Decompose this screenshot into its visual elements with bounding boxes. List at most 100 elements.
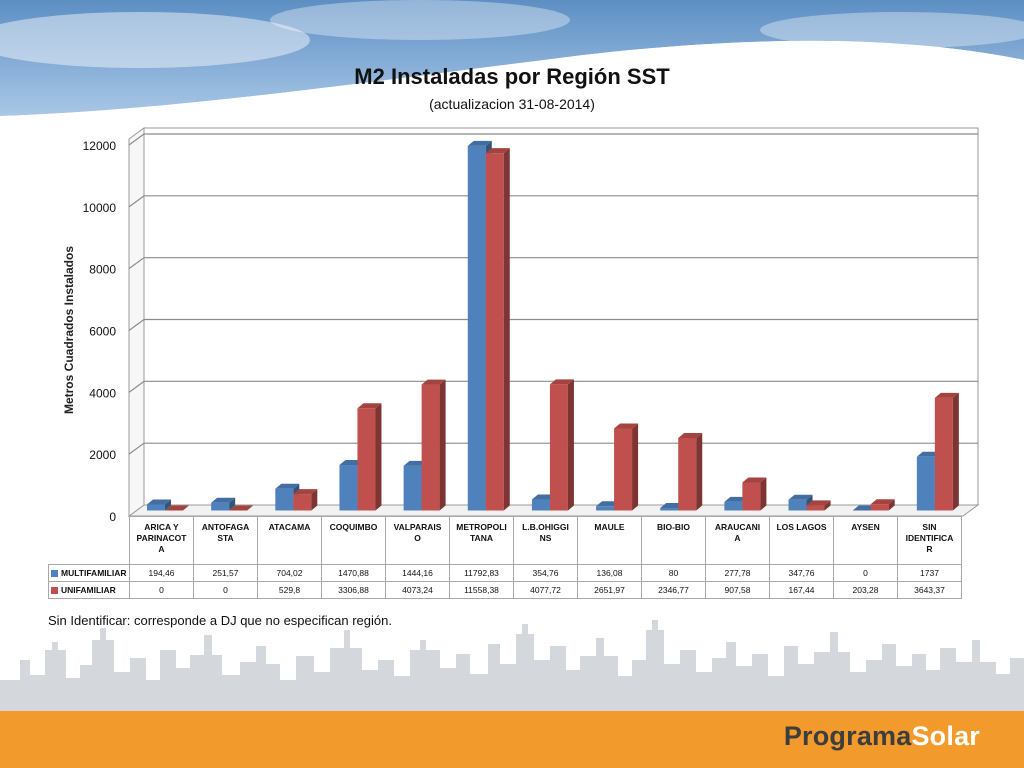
category-label: LOS LAGOS	[769, 516, 834, 565]
y-tick-label: 4000	[89, 386, 116, 400]
bar-unifamiliar	[549, 384, 568, 511]
table-cell-value: 1444,16	[385, 564, 450, 582]
table-cell-value: 0	[129, 581, 194, 599]
table-cell-value: 0	[833, 564, 898, 582]
table-cell-value: 194,46	[129, 564, 194, 582]
table-cell-value: 203,28	[833, 581, 898, 599]
bar-multifamiliar-side	[165, 499, 171, 511]
bar-unifamiliar-top	[549, 379, 574, 385]
category-label-line: O	[414, 533, 421, 543]
bar-unifamiliar-side	[696, 432, 703, 511]
category-label-line: IDENTIFICA	[905, 533, 954, 543]
category-label-line: L.B.OHIGGI	[522, 522, 569, 532]
bar-unifamiliar-top	[357, 403, 382, 409]
bar-unifamiliar-side	[567, 379, 574, 511]
category-label: SIN IDENTIFICA R	[897, 516, 962, 565]
category-label: ARICA Y PARINACOT A	[129, 516, 194, 565]
category-label-line: MAULE	[594, 522, 625, 532]
bar-unifamiliar-top	[870, 499, 895, 505]
category-label: MAULE	[577, 516, 642, 565]
sky-background	[0, 0, 1024, 130]
chart-subtitle: (actualizacion 31-08-2014)	[429, 96, 595, 112]
category-label: METROPOLI TANA	[449, 516, 514, 565]
bar-multifamiliar	[147, 504, 165, 511]
bar-unifamiliar-side	[632, 423, 639, 511]
bar-multifamiliar	[275, 488, 294, 511]
bar-multifamiliar	[660, 508, 679, 511]
bar-unifamiliar	[870, 504, 889, 511]
category-label-line: LOS LAGOS	[776, 522, 827, 532]
category-label-line: VALPARAIS	[393, 522, 442, 532]
brand-logo: ProgramaSolar	[784, 721, 980, 752]
bar-unifamiliar-side	[439, 379, 446, 511]
legend-swatch-blue	[51, 569, 58, 577]
bar-multifamiliar-top	[147, 499, 171, 505]
bar-multifamiliar	[916, 456, 935, 511]
footnote: Sin Identificar: corresponde a DJ que no…	[48, 613, 392, 628]
y-tick-label: 8000	[89, 263, 116, 277]
category-label-line: A	[158, 544, 165, 554]
bar-unifamiliar	[165, 505, 189, 511]
bar-unifamiliar-top	[678, 432, 703, 438]
bar-unifamiliar-top	[293, 489, 318, 495]
bar-unifamiliar-side	[760, 477, 767, 511]
bar-unifamiliar-side	[824, 500, 831, 511]
table-cell-value: 907,58	[705, 581, 770, 599]
table-cell-value: 2346,77	[641, 581, 706, 599]
category-label-line: COQUIMBO	[329, 522, 378, 532]
category-label: AYSEN	[833, 516, 898, 565]
table-cell-value: 167,44	[769, 581, 834, 599]
city-skyline-decoration	[0, 620, 1024, 712]
category-label: L.B.OHIGGI NS	[513, 516, 578, 565]
bar-unifamiliar	[806, 505, 825, 511]
category-row: ARICA Y PARINACOT A ANTOFAGA STA ATACAMA COQUI…	[48, 516, 962, 565]
bar-unifamiliar	[229, 505, 254, 511]
category-label-line: ARAUCANI	[714, 522, 761, 532]
gridline	[128, 257, 978, 270]
gridline	[128, 380, 978, 393]
bar-multifamiliar	[211, 502, 230, 511]
legend-swatch-red	[51, 586, 58, 594]
table-cell-value: 80	[641, 564, 706, 582]
footer-bar: ProgramaSolar	[0, 711, 1024, 768]
bar-multifamiliar	[531, 499, 550, 511]
bar-unifamiliar-side	[952, 392, 959, 511]
table-cell-value: 529,8	[257, 581, 322, 599]
bar-unifamiliar-top	[421, 379, 446, 385]
bar-unifamiliar	[421, 384, 440, 511]
category-label-line: METROPOLI	[456, 522, 507, 532]
bar-unifamiliar	[934, 397, 953, 511]
brand-text-programa: Programa	[783, 721, 912, 751]
category-label-line: ANTOFAGA	[201, 522, 250, 532]
bar-unifamiliar	[485, 153, 504, 511]
table-cell-value: 4077,72	[513, 581, 578, 599]
table-cell-value: 277,78	[705, 564, 770, 582]
y-tick-label: 6000	[89, 325, 116, 339]
bar-multifamiliar-side	[229, 497, 236, 511]
y-tick-label: 12000	[83, 139, 117, 153]
table-cell-value: 1470,88	[321, 564, 386, 582]
table-corner	[48, 516, 130, 565]
bar-multifamiliar-top	[275, 483, 300, 489]
category-label-line: BIO-BIO	[656, 522, 691, 532]
gridline	[128, 195, 978, 208]
bar-unifamiliar-side	[888, 499, 895, 511]
y-tick-label: 2000	[89, 448, 116, 462]
bar-multifamiliar-top	[467, 140, 492, 146]
category-label-line: ARICA Y	[144, 522, 179, 532]
category-label-line: A	[734, 533, 741, 543]
category-label: ATACAMA	[257, 516, 322, 565]
category-label-line: NS	[539, 533, 552, 543]
category-label: BIO-BIO	[641, 516, 706, 565]
y-axis-label: Metros Cuadrados Instalados	[62, 245, 76, 415]
category-label-line: R	[926, 544, 933, 554]
plot-side-wall	[128, 127, 145, 517]
bar-multifamiliar-top	[211, 497, 236, 503]
bar-unifamiliar	[678, 437, 697, 511]
bar-unifamiliar-top	[806, 500, 831, 506]
bar-multifamiliar	[339, 465, 358, 511]
table-cell-value: 354,76	[513, 564, 578, 582]
category-label-line: ATACAMA	[268, 522, 311, 532]
bar-multifamiliar-top	[788, 494, 813, 500]
